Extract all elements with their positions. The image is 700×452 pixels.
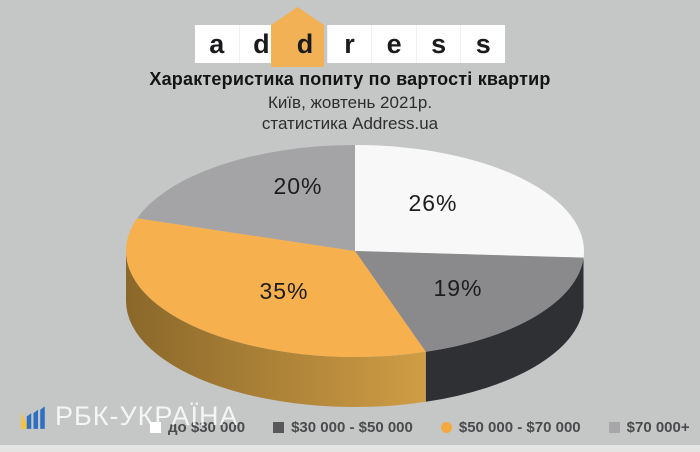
logo-letter: r <box>344 28 355 59</box>
pie-slice-side-1 <box>425 257 584 402</box>
logo-letter: d <box>253 28 270 59</box>
pie-label-1: 19% <box>433 275 482 301</box>
pie-slice-1 <box>355 251 584 352</box>
pie-slice-3 <box>137 145 355 251</box>
logo-strip: a d d r e s s <box>195 25 506 63</box>
watermark-text: РБК-УКРАЇНА <box>55 401 239 431</box>
logo-letter: s <box>475 28 491 59</box>
legend-label: до $30 000 <box>168 419 246 436</box>
bottom-strip <box>0 445 700 452</box>
legend-marker-icon <box>273 422 285 433</box>
legend-label: $70 000+ <box>626 419 690 436</box>
legend-label: $30 000 - $50 000 <box>291 419 413 436</box>
chart-legend: до $30 000 $30 000 - $50 000 $50 000 - $70… <box>150 419 690 436</box>
logo-letter: d <box>296 28 314 59</box>
legend-item-2: $50 000 - $70 000 <box>440 419 581 436</box>
legend-marker-icon <box>608 422 620 433</box>
legend-item-3: $70 000+ <box>608 419 690 436</box>
pie-slice-0 <box>355 145 584 258</box>
legend-marker-icon <box>150 422 161 433</box>
pie-slice-side-2 <box>126 251 426 407</box>
chart-title: Характеристика попиту по вартості кварти… <box>149 69 551 89</box>
logo-letter: s <box>431 28 447 59</box>
address-logo: a d d r e s s <box>195 7 506 67</box>
legend-item-0: до $30 000 <box>150 419 245 436</box>
pie-label-3: 20% <box>273 173 322 199</box>
logo-letter: e <box>386 28 402 59</box>
rbc-ukraine-logo-icon <box>21 406 45 429</box>
chart-subtitle-city-date: Київ, жовтень 2021р. <box>267 93 433 112</box>
pie-label-0: 26% <box>408 190 457 216</box>
logo-letter: a <box>209 28 225 59</box>
pie-label-2: 35% <box>259 278 308 304</box>
legend-marker-icon <box>440 422 452 433</box>
legend-label: $50 000 - $70 000 <box>458 419 581 436</box>
legend-item-1: $30 000 - $50 000 <box>273 419 413 436</box>
watermark: РБК-УКРАЇНА <box>20 403 239 430</box>
pie-slice-2 <box>125 218 426 357</box>
chart-subtitle-source: статистика Address.ua <box>261 114 439 133</box>
